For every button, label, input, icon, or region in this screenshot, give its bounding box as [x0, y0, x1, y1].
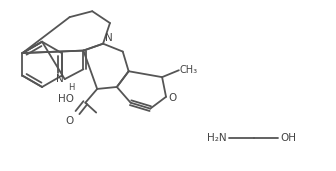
Text: HO: HO	[57, 94, 74, 104]
Text: H: H	[68, 83, 74, 92]
Text: N: N	[105, 33, 113, 43]
Text: CH₃: CH₃	[180, 65, 198, 75]
Text: O: O	[168, 93, 176, 103]
Text: H₂N: H₂N	[207, 133, 227, 143]
Text: OH: OH	[280, 133, 296, 143]
Text: N: N	[56, 74, 64, 84]
Text: O: O	[66, 116, 74, 127]
